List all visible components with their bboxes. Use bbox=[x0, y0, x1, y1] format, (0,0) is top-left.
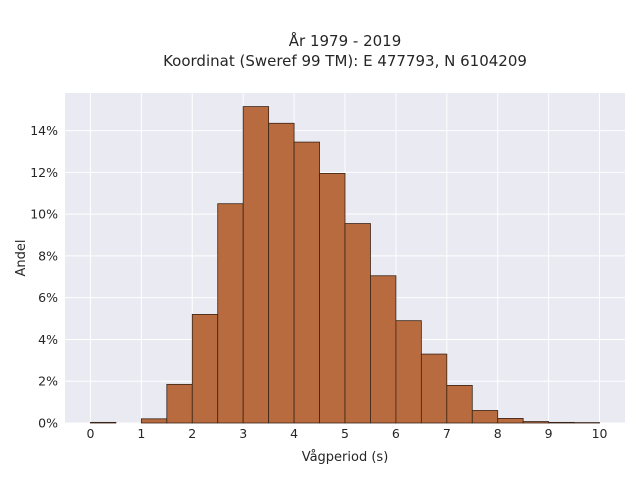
histogram-bar bbox=[548, 421, 575, 424]
x-tick-label: 5 bbox=[341, 426, 349, 441]
y-tick-label: 4% bbox=[38, 332, 58, 347]
x-tick-label: 3 bbox=[239, 426, 247, 441]
histogram-bar bbox=[497, 418, 524, 424]
x-tick-label: 6 bbox=[392, 426, 400, 441]
x-tick-label: 1 bbox=[137, 426, 145, 441]
histogram-bar bbox=[471, 410, 499, 424]
histogram-bar bbox=[293, 141, 320, 424]
y-tick-label: 8% bbox=[38, 248, 58, 263]
histogram-bar bbox=[446, 385, 473, 424]
histogram-bar bbox=[395, 320, 422, 424]
histogram-bar bbox=[242, 106, 270, 424]
y-tick-label: 14% bbox=[30, 123, 58, 138]
chart-title-line2: Koordinat (Sweref 99 TM): E 477793, N 61… bbox=[163, 52, 527, 70]
histogram-bar bbox=[268, 122, 295, 424]
y-tick-label: 6% bbox=[38, 290, 58, 305]
x-axis-label: Vågperiod (s) bbox=[302, 450, 389, 465]
x-tick-label: 2 bbox=[188, 426, 196, 441]
x-tick-label: 8 bbox=[494, 426, 502, 441]
y-tick-label: 12% bbox=[30, 165, 58, 180]
x-tick-label: 0 bbox=[86, 426, 94, 441]
histogram-bar bbox=[191, 313, 219, 424]
chart-title-line1: År 1979 - 2019 bbox=[289, 31, 402, 50]
histogram-bar bbox=[420, 353, 448, 424]
x-tick-label: 7 bbox=[443, 426, 451, 441]
x-tick-label: 4 bbox=[290, 426, 298, 441]
histogram-bar bbox=[522, 421, 550, 424]
y-tick-label: 10% bbox=[30, 207, 58, 222]
histogram-bar bbox=[319, 173, 346, 424]
x-tick-label: 9 bbox=[545, 426, 553, 441]
bars bbox=[90, 106, 600, 424]
y-tick-label: 2% bbox=[38, 374, 58, 389]
histogram-bar bbox=[90, 421, 117, 424]
y-axis-label: Andel bbox=[14, 240, 29, 277]
histogram-bar bbox=[344, 223, 371, 424]
y-tick-label: 0% bbox=[38, 416, 58, 431]
histogram-bar bbox=[217, 203, 244, 424]
y-tick-labels: 0% 2% 4% 6% 8% 10% 12% 14% bbox=[30, 123, 58, 430]
histogram-bar bbox=[166, 383, 193, 424]
x-tick-label: 10 bbox=[592, 426, 608, 441]
histogram-bar bbox=[370, 275, 397, 424]
x-tick-labels: 0 1 2 3 4 5 6 7 8 9 10 bbox=[86, 426, 607, 441]
histogram-bar bbox=[140, 418, 168, 424]
